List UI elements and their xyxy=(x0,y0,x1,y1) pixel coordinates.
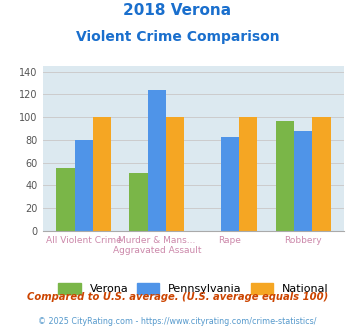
Text: All Violent Crime: All Violent Crime xyxy=(46,236,122,245)
Text: Rape: Rape xyxy=(219,236,241,245)
Text: Murder & Mans...: Murder & Mans... xyxy=(118,236,196,245)
Text: 2018 Verona: 2018 Verona xyxy=(124,3,231,18)
Text: Compared to U.S. average. (U.S. average equals 100): Compared to U.S. average. (U.S. average … xyxy=(27,292,328,302)
Bar xyxy=(93,117,111,231)
Bar xyxy=(276,121,294,231)
Text: © 2025 CityRating.com - https://www.cityrating.com/crime-statistics/: © 2025 CityRating.com - https://www.city… xyxy=(38,317,317,326)
Bar xyxy=(166,117,184,231)
Bar xyxy=(130,173,148,231)
Bar xyxy=(221,137,239,231)
Bar xyxy=(148,90,166,231)
Text: Aggravated Assault: Aggravated Assault xyxy=(113,246,201,255)
Bar xyxy=(312,117,331,231)
Legend: Verona, Pennsylvania, National: Verona, Pennsylvania, National xyxy=(59,283,328,294)
Bar xyxy=(294,131,312,231)
Text: Violent Crime Comparison: Violent Crime Comparison xyxy=(76,30,279,44)
Bar xyxy=(56,168,75,231)
Bar xyxy=(239,117,257,231)
Bar xyxy=(75,140,93,231)
Text: Robbery: Robbery xyxy=(284,236,322,245)
